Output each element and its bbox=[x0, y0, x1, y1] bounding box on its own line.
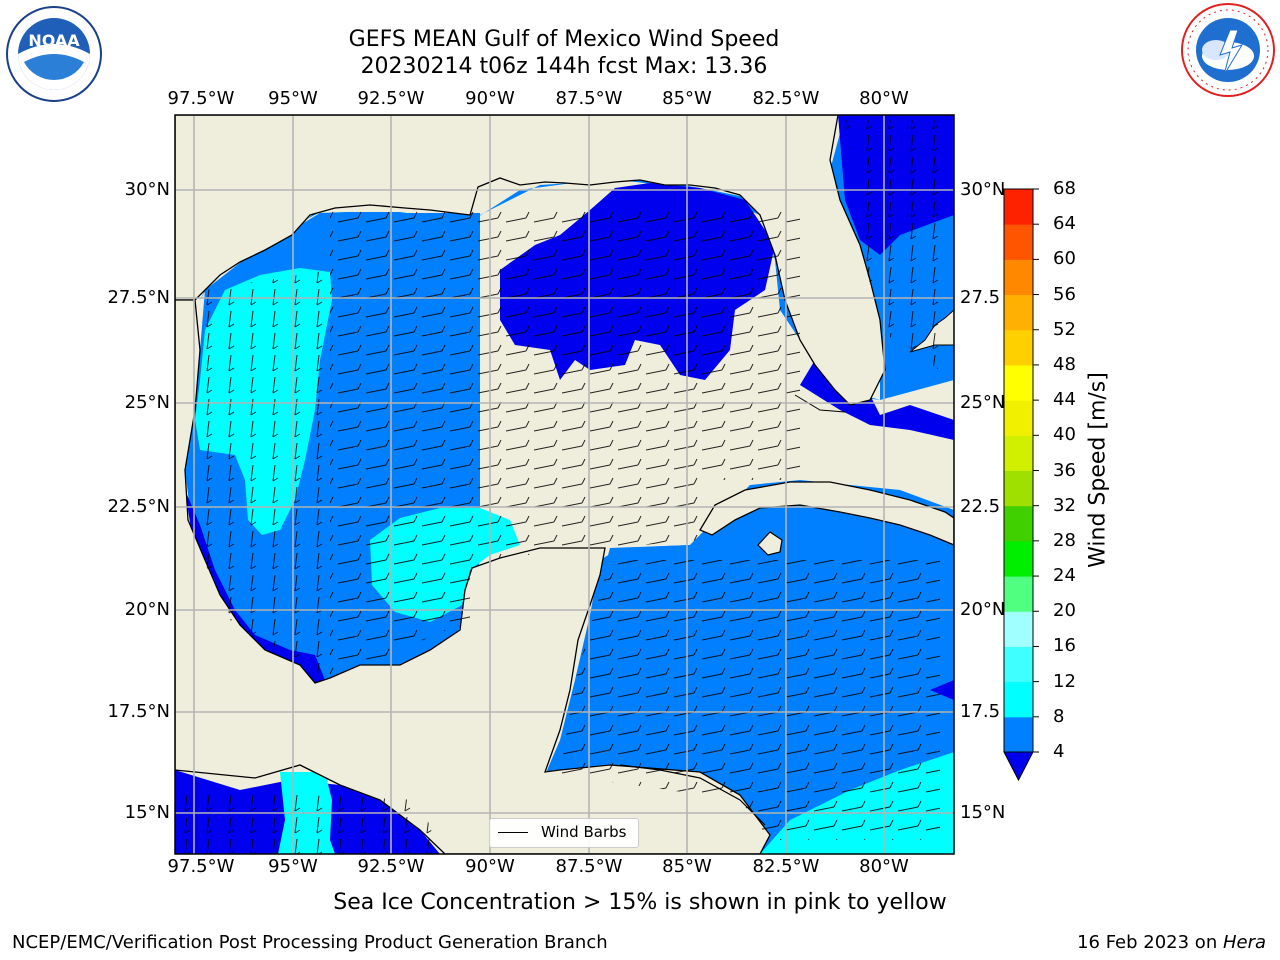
colorbar-tick-label: 4 bbox=[1053, 741, 1065, 762]
colorbar-tick-label: 20 bbox=[1053, 600, 1076, 622]
lat-tick-right: 30°N bbox=[960, 179, 1006, 200]
land-isla-juventud bbox=[757, 531, 783, 556]
map-legend: Wind Barbs bbox=[489, 818, 639, 848]
lat-tick-left: 27.5°N bbox=[107, 287, 170, 308]
lon-tick-bottom: 92.5°W bbox=[357, 856, 425, 877]
colorbar-tick-label: 64 bbox=[1053, 213, 1076, 235]
colorbar-tick-label: 16 bbox=[1053, 635, 1076, 657]
colorbar-tick-label: 56 bbox=[1053, 283, 1076, 305]
colorbar-segment bbox=[1004, 681, 1033, 718]
wind-barbs-pacific bbox=[180, 790, 440, 854]
legend-label: Wind Barbs bbox=[541, 823, 627, 841]
colorbar-tick-label: 32 bbox=[1053, 494, 1076, 516]
lon-tick-top: 92.5°W bbox=[357, 88, 425, 109]
noaa-logo-icon: NOAA bbox=[6, 6, 102, 102]
colorbar-segment bbox=[1004, 435, 1033, 471]
wind-barbs-north-east bbox=[845, 120, 954, 380]
lat-tick-left: 30°N bbox=[124, 179, 170, 200]
colorbar-tick-label: 28 bbox=[1053, 529, 1076, 551]
footer-host: Hera bbox=[1222, 932, 1266, 953]
colorbar bbox=[1003, 188, 1039, 782]
noaa-logo-text: NOAA bbox=[28, 31, 80, 50]
caribbean-water-calm-fix bbox=[930, 680, 954, 700]
colorbar-tick-label: 36 bbox=[1053, 459, 1076, 481]
colorbar-tick-label: 48 bbox=[1053, 353, 1076, 375]
lon-tick-bottom: 97.5°W bbox=[167, 856, 235, 877]
calm-area-keys bbox=[800, 360, 954, 440]
lat-tick-left: 17.5°N bbox=[107, 701, 170, 722]
lat-tick-left: 20°N bbox=[124, 599, 170, 620]
wind-barbs-gulf bbox=[330, 210, 800, 680]
colorbar-title: Wind Speed [m/s] bbox=[1085, 372, 1111, 568]
lon-tick-bottom: 85°W bbox=[662, 856, 712, 877]
lat-tick-right: 15°N bbox=[960, 802, 1006, 823]
lat-tick-right: 17.5 bbox=[960, 701, 1001, 722]
nws-logo-icon bbox=[1181, 3, 1275, 97]
colorbar-segment bbox=[1004, 189, 1033, 225]
wind-barbs-west bbox=[195, 270, 330, 680]
land-cuba bbox=[699, 481, 954, 546]
chart-subtitle: 20230214 t06z 144h fcst Max: 13.36 bbox=[360, 54, 768, 79]
lon-tick-top: 97.5°W bbox=[167, 88, 235, 109]
wind-barbs-caribbean bbox=[560, 560, 940, 840]
colorbar-tick-label: 8 bbox=[1053, 705, 1065, 727]
lat-tick-right: 27.5 bbox=[960, 287, 1001, 308]
lon-tick-top: 80°W bbox=[859, 88, 909, 109]
lon-tick-bottom: 95°W bbox=[268, 856, 318, 877]
lon-tick-top: 95°W bbox=[268, 88, 318, 109]
footer-date: 16 Feb 2023 on Hera bbox=[1077, 932, 1266, 953]
map-frame bbox=[174, 114, 955, 855]
colorbar-tick-label: 68 bbox=[1053, 178, 1076, 199]
colorbar-segment bbox=[1004, 611, 1033, 647]
lat-tick-right: 22.5 bbox=[960, 496, 1001, 517]
lat-tick-left: 22.5°N bbox=[107, 496, 170, 517]
colorbar-segment bbox=[1004, 716, 1033, 753]
lon-tick-top: 85°W bbox=[662, 88, 712, 109]
lon-tick-bottom: 90°W bbox=[465, 856, 515, 877]
colorbar-tick-label: 24 bbox=[1053, 565, 1076, 587]
colorbar-tick-label: 52 bbox=[1053, 318, 1076, 340]
lon-tick-top: 90°W bbox=[465, 88, 515, 109]
colorbar-segment bbox=[1004, 259, 1033, 296]
lat-tick-left: 15°N bbox=[124, 802, 170, 823]
colorbar-segment bbox=[1004, 646, 1033, 683]
colorbar-segment bbox=[1004, 294, 1033, 331]
colorbar-segment bbox=[1004, 400, 1033, 436]
colorbar-segment bbox=[1004, 364, 1033, 401]
chart-title: GEFS MEAN Gulf of Mexico Wind Speed bbox=[348, 27, 780, 52]
colorbar-segment bbox=[1004, 540, 1033, 577]
lon-tick-top: 82.5°W bbox=[752, 88, 820, 109]
lat-tick-left: 25°N bbox=[124, 392, 170, 413]
colorbar-extend-arrow bbox=[1003, 751, 1034, 782]
footer-date-text: 16 Feb 2023 on bbox=[1077, 932, 1223, 953]
land-florida-keys bbox=[794, 394, 846, 413]
lon-tick-bottom: 82.5°W bbox=[752, 856, 820, 877]
lon-tick-bottom: 80°W bbox=[859, 856, 909, 877]
colorbar-segment bbox=[1004, 329, 1033, 366]
wind-barb-legend-line bbox=[498, 832, 528, 833]
colorbar-tick-label: 44 bbox=[1053, 389, 1076, 411]
colorbar-segment bbox=[1004, 576, 1033, 612]
colorbar-segment bbox=[1004, 505, 1033, 542]
colorbar-segment bbox=[1004, 224, 1033, 260]
colorbar-tick-label: 60 bbox=[1053, 248, 1076, 270]
colorbar-segment bbox=[1004, 470, 1033, 507]
colorbar-tick-label: 12 bbox=[1053, 670, 1076, 692]
lon-tick-top: 87.5°W bbox=[555, 88, 623, 109]
colorbar-tick-label: 40 bbox=[1053, 424, 1076, 446]
footer-credit: NCEP/EMC/Verification Post Processing Pr… bbox=[12, 932, 608, 953]
lon-tick-bottom: 87.5°W bbox=[555, 856, 623, 877]
lat-tick-right: 20°N bbox=[960, 599, 1006, 620]
graticule bbox=[175, 115, 954, 854]
lat-tick-right: 25°N bbox=[960, 392, 1006, 413]
caption: Sea Ice Concentration > 15% is shown in … bbox=[333, 890, 947, 915]
